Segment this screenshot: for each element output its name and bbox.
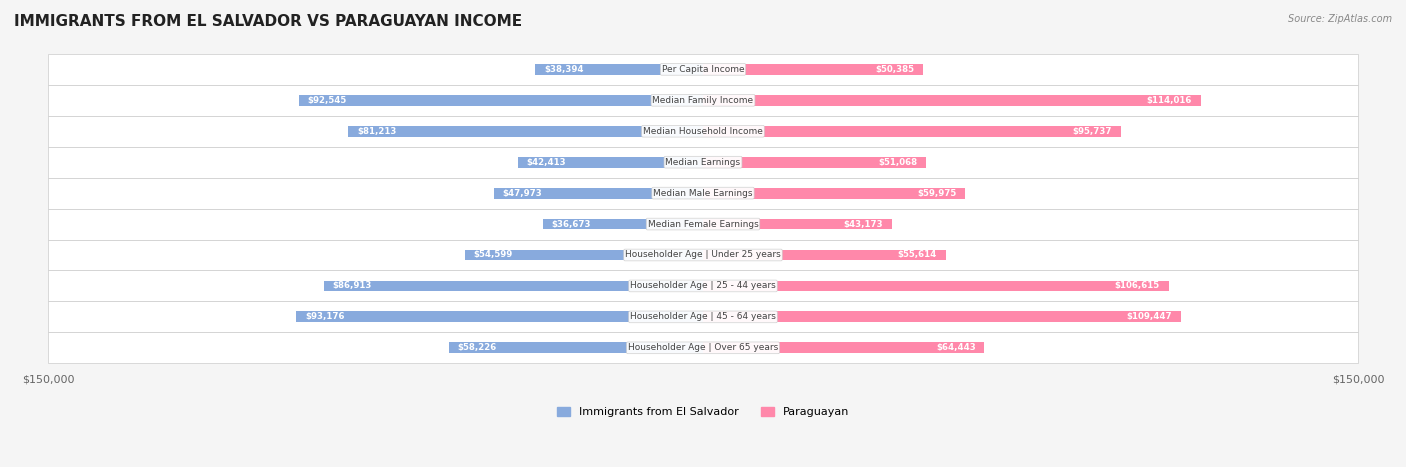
Text: $86,913: $86,913 <box>332 282 371 290</box>
Text: $43,173: $43,173 <box>844 219 883 228</box>
Text: $38,394: $38,394 <box>544 65 583 74</box>
FancyBboxPatch shape <box>703 342 984 353</box>
Text: Householder Age | 45 - 64 years: Householder Age | 45 - 64 years <box>630 312 776 321</box>
Text: IMMIGRANTS FROM EL SALVADOR VS PARAGUAYAN INCOME: IMMIGRANTS FROM EL SALVADOR VS PARAGUAYA… <box>14 14 522 29</box>
Text: $59,975: $59,975 <box>917 189 956 198</box>
FancyBboxPatch shape <box>48 333 1358 363</box>
FancyBboxPatch shape <box>703 126 1121 137</box>
Text: $54,599: $54,599 <box>474 250 513 260</box>
FancyBboxPatch shape <box>48 54 1358 85</box>
FancyBboxPatch shape <box>48 85 1358 116</box>
FancyBboxPatch shape <box>48 147 1358 177</box>
FancyBboxPatch shape <box>703 311 1181 322</box>
Text: $50,385: $50,385 <box>876 65 914 74</box>
Text: $36,673: $36,673 <box>551 219 591 228</box>
FancyBboxPatch shape <box>703 281 1168 291</box>
FancyBboxPatch shape <box>494 188 703 198</box>
Legend: Immigrants from El Salvador, Paraguayan: Immigrants from El Salvador, Paraguayan <box>553 403 853 422</box>
FancyBboxPatch shape <box>536 64 703 75</box>
Text: Median Female Earnings: Median Female Earnings <box>648 219 758 228</box>
FancyBboxPatch shape <box>48 209 1358 240</box>
FancyBboxPatch shape <box>299 95 703 106</box>
FancyBboxPatch shape <box>543 219 703 229</box>
Text: Source: ZipAtlas.com: Source: ZipAtlas.com <box>1288 14 1392 24</box>
FancyBboxPatch shape <box>703 64 922 75</box>
Text: $106,615: $106,615 <box>1115 282 1160 290</box>
FancyBboxPatch shape <box>48 301 1358 333</box>
FancyBboxPatch shape <box>464 249 703 261</box>
FancyBboxPatch shape <box>517 157 703 168</box>
FancyBboxPatch shape <box>449 342 703 353</box>
Text: Householder Age | Under 25 years: Householder Age | Under 25 years <box>626 250 780 260</box>
Text: $42,413: $42,413 <box>526 158 567 167</box>
Text: Householder Age | 25 - 44 years: Householder Age | 25 - 44 years <box>630 282 776 290</box>
FancyBboxPatch shape <box>703 95 1201 106</box>
Text: Median Household Income: Median Household Income <box>643 127 763 136</box>
Text: Median Family Income: Median Family Income <box>652 96 754 105</box>
FancyBboxPatch shape <box>323 281 703 291</box>
Text: Median Earnings: Median Earnings <box>665 158 741 167</box>
FancyBboxPatch shape <box>349 126 703 137</box>
Text: $51,068: $51,068 <box>879 158 917 167</box>
Text: Householder Age | Over 65 years: Householder Age | Over 65 years <box>628 343 778 352</box>
Text: $55,614: $55,614 <box>898 250 936 260</box>
Text: $95,737: $95,737 <box>1073 127 1112 136</box>
Text: $58,226: $58,226 <box>457 343 496 352</box>
FancyBboxPatch shape <box>703 219 891 229</box>
FancyBboxPatch shape <box>48 240 1358 270</box>
Text: $64,443: $64,443 <box>936 343 976 352</box>
Text: $114,016: $114,016 <box>1147 96 1192 105</box>
FancyBboxPatch shape <box>48 116 1358 147</box>
FancyBboxPatch shape <box>703 188 965 198</box>
Text: $92,545: $92,545 <box>308 96 347 105</box>
Text: $93,176: $93,176 <box>305 312 344 321</box>
Text: $47,973: $47,973 <box>502 189 543 198</box>
FancyBboxPatch shape <box>703 249 946 261</box>
FancyBboxPatch shape <box>297 311 703 322</box>
Text: Median Male Earnings: Median Male Earnings <box>654 189 752 198</box>
Text: Per Capita Income: Per Capita Income <box>662 65 744 74</box>
Text: $109,447: $109,447 <box>1126 312 1173 321</box>
Text: $81,213: $81,213 <box>357 127 396 136</box>
FancyBboxPatch shape <box>48 177 1358 209</box>
FancyBboxPatch shape <box>48 270 1358 301</box>
FancyBboxPatch shape <box>703 157 927 168</box>
